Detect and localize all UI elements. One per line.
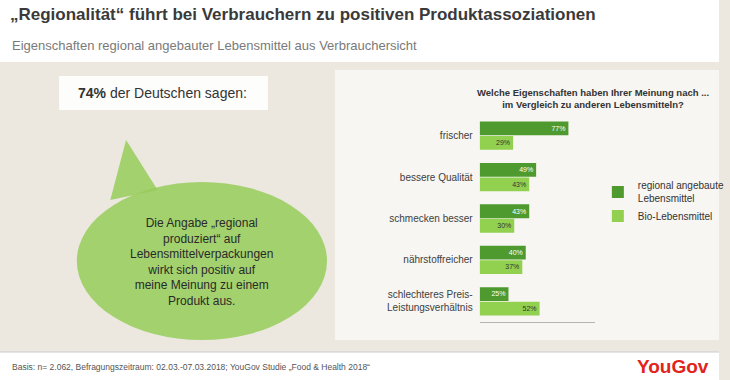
svg-text:Die Angabe „regionalproduziert: Die Angabe „regionalproduziert“ aufLeben…	[130, 216, 273, 308]
svg-text:Eigenschaften regional angebau: Eigenschaften regional angebauter Lebens…	[12, 38, 417, 53]
svg-text:29%: 29%	[496, 139, 510, 146]
svg-text:52%: 52%	[523, 305, 537, 312]
svg-text:frischer: frischer	[440, 130, 473, 141]
svg-text:YouGov: YouGov	[637, 356, 709, 377]
svg-text:37%: 37%	[505, 263, 519, 270]
svg-text:43%: 43%	[512, 208, 526, 215]
svg-text:43%: 43%	[512, 181, 526, 188]
svg-text:77%: 77%	[551, 125, 565, 132]
svg-text:Basis: n= 2.062, Befragungszei: Basis: n= 2.062, Befragungszeitraum: 02.…	[12, 362, 370, 372]
svg-text:Bio-Lebensmittel: Bio-Lebensmittel	[638, 211, 712, 222]
svg-text:bessere Qualität: bessere Qualität	[400, 172, 473, 183]
svg-text:regional angebauteLebensmittel: regional angebauteLebensmittel	[638, 180, 724, 204]
svg-text:74% der Deutschen sagen:: 74% der Deutschen sagen:	[78, 85, 247, 101]
svg-text:25%: 25%	[491, 290, 505, 297]
svg-text:nährstoffreicher: nährstoffreicher	[403, 254, 473, 265]
svg-text:30%: 30%	[497, 222, 511, 229]
svg-text:schmecken besser: schmecken besser	[389, 213, 473, 224]
svg-text:Welche Eigenschaften haben Ihr: Welche Eigenschaften haben Ihrer Meinung…	[477, 87, 709, 110]
svg-text:„Regionalität“ führt bei Verbr: „Regionalität“ führt bei Verbrauchern zu…	[10, 5, 596, 24]
svg-text:40%: 40%	[509, 249, 523, 256]
svg-text:49%: 49%	[519, 166, 533, 173]
svg-text:schlechteres Preis-Leistungsve: schlechteres Preis-Leistungsverhältnis	[387, 289, 473, 313]
